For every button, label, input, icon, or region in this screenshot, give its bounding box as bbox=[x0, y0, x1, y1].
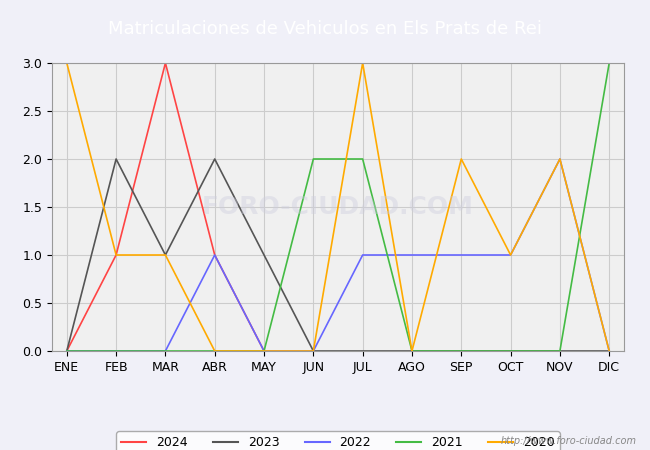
Text: Matriculaciones de Vehiculos en Els Prats de Rei: Matriculaciones de Vehiculos en Els Prat… bbox=[108, 20, 542, 38]
Text: http://www.foro-ciudad.com: http://www.foro-ciudad.com bbox=[501, 436, 637, 446]
Legend: 2024, 2023, 2022, 2021, 2020: 2024, 2023, 2022, 2021, 2020 bbox=[116, 431, 560, 450]
Text: FORO-CIUDAD.COM: FORO-CIUDAD.COM bbox=[202, 195, 474, 219]
